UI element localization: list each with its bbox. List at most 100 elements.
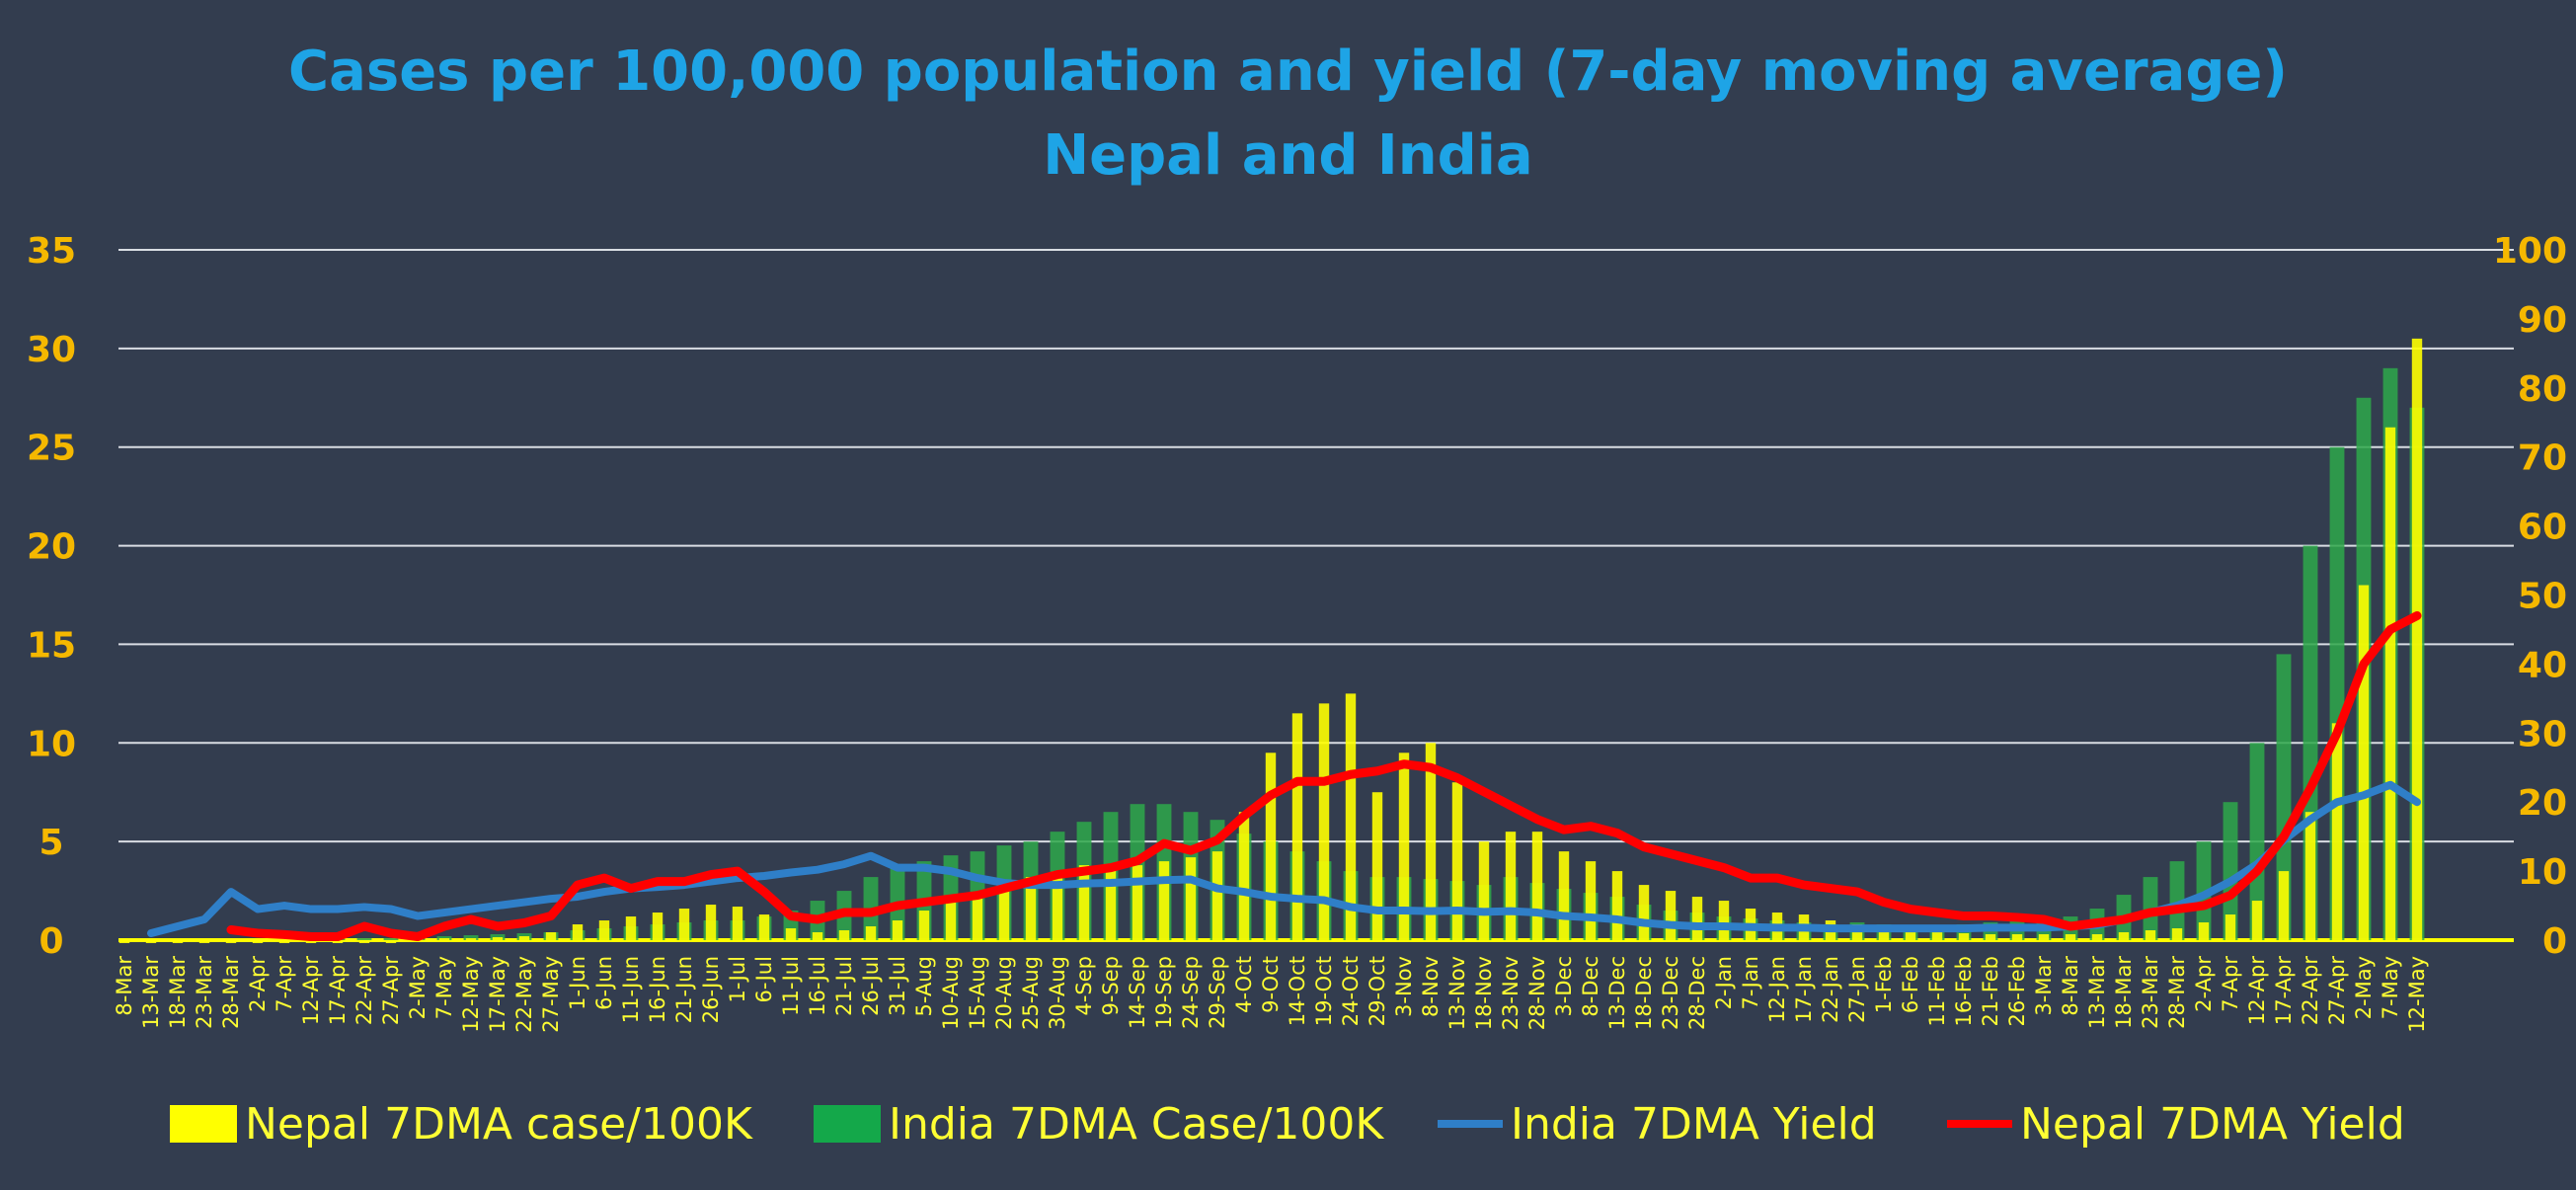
x-tick-label: 1-Jul bbox=[726, 956, 749, 1002]
x-tick-label: 1-Feb bbox=[1872, 956, 1896, 1013]
y-tick-right: 10 bbox=[2518, 852, 2567, 893]
bar-nepal-cases bbox=[2145, 930, 2156, 940]
bar-nepal-cases bbox=[1931, 932, 1943, 940]
x-tick-label: 22-Apr bbox=[2299, 956, 2322, 1026]
x-tick-label: 1-Jun bbox=[566, 956, 589, 1010]
y-tick-left: 20 bbox=[27, 527, 76, 568]
bar-nepal-cases bbox=[1611, 871, 1623, 940]
x-tick-label: 12-May bbox=[2405, 956, 2429, 1033]
x-tick-label: 22-Jan bbox=[1819, 956, 1842, 1023]
y-tick-right: 40 bbox=[2518, 645, 2567, 685]
x-tick-label: 21-Feb bbox=[1979, 956, 2002, 1026]
x-tick-label: 6-Feb bbox=[1899, 956, 1922, 1013]
y-tick-right: 100 bbox=[2493, 231, 2567, 272]
legend-item-nepal-yield: Nepal 7DMA Yield bbox=[1947, 1096, 2405, 1151]
x-tick-label: 5-Aug bbox=[912, 956, 936, 1016]
x-tick-label: 16-Feb bbox=[1952, 956, 1976, 1026]
bar-india-cases bbox=[356, 938, 372, 940]
x-tick-label: 2-May bbox=[2352, 956, 2376, 1019]
y-tick-right: 0 bbox=[2542, 921, 2567, 962]
chart-title: Cases per 100,000 population and yield (… bbox=[287, 40, 2289, 104]
x-tick-label: 17-Apr bbox=[2272, 956, 2296, 1026]
x-tick-label: 7-May bbox=[432, 956, 456, 1019]
x-tick-label: 4-Sep bbox=[1072, 956, 1096, 1016]
x-tick-label: 7-Apr bbox=[2219, 956, 2242, 1012]
x-tick-label: 21-Jul bbox=[832, 956, 856, 1016]
bar-nepal-cases bbox=[2411, 338, 2423, 940]
bar-nepal-cases bbox=[678, 909, 690, 940]
bar-nepal-cases bbox=[1078, 865, 1090, 940]
bar-nepal-cases bbox=[2384, 427, 2396, 940]
x-tick-label: 4-Oct bbox=[1232, 956, 1256, 1013]
bar-nepal-cases bbox=[1531, 832, 1543, 940]
x-tick-label: 27-Apr bbox=[379, 956, 403, 1026]
bar-nepal-cases bbox=[1345, 693, 1357, 940]
bar-nepal-cases bbox=[2358, 585, 2370, 940]
bar-nepal-cases bbox=[598, 920, 610, 940]
legend-swatch-nepal-cases bbox=[170, 1105, 237, 1143]
bar-nepal-cases bbox=[1585, 861, 1597, 940]
x-tick-label: 7-May bbox=[2379, 956, 2402, 1019]
bar-nepal-cases bbox=[2278, 871, 2290, 940]
bar-nepal-cases bbox=[332, 940, 344, 943]
bar-nepal-cases bbox=[1318, 703, 1330, 940]
x-tick-label: 24-Sep bbox=[1179, 956, 1203, 1029]
x-tick-label: 18-Dec bbox=[1632, 956, 1656, 1030]
x-tick-label: 12-Apr bbox=[2245, 956, 2269, 1026]
india-yield-line bbox=[147, 780, 2421, 938]
y-tick-left: 30 bbox=[27, 330, 76, 370]
bar-nepal-cases bbox=[2038, 934, 2050, 940]
bar-nepal-cases bbox=[625, 916, 637, 940]
x-tick-label: 29-Sep bbox=[1206, 956, 1229, 1029]
bar-nepal-cases bbox=[1185, 857, 1197, 940]
bar-nepal-cases bbox=[1158, 861, 1170, 940]
x-tick-label: 18-Mar bbox=[166, 956, 190, 1029]
bar-nepal-cases bbox=[2251, 901, 2263, 940]
bar-nepal-cases bbox=[1371, 792, 1383, 940]
bar-nepal-cases bbox=[385, 940, 397, 943]
x-tick-label: 26-Jun bbox=[699, 956, 723, 1023]
y-tick-right: 30 bbox=[2518, 714, 2567, 754]
x-tick-label: 12-Apr bbox=[299, 956, 323, 1026]
bar-nepal-cases bbox=[145, 940, 157, 943]
bar-nepal-cases bbox=[945, 901, 957, 940]
x-tick-label: 23-Dec bbox=[1659, 956, 1682, 1030]
x-tick-label: 17-Apr bbox=[326, 956, 350, 1026]
bar-nepal-cases bbox=[865, 926, 877, 940]
bar-india-cases bbox=[2249, 743, 2265, 940]
x-tick-label: 13-Dec bbox=[1605, 956, 1629, 1030]
bar-india-cases bbox=[2276, 654, 2292, 940]
x-tick-label: 30-Aug bbox=[1046, 956, 1069, 1030]
x-tick-label: 23-Mar bbox=[2139, 956, 2162, 1029]
x-tick-label: 3-Mar bbox=[2032, 956, 2056, 1016]
bar-nepal-cases bbox=[812, 932, 823, 940]
x-tick-label: 22-May bbox=[512, 956, 536, 1033]
bar-nepal-cases bbox=[758, 914, 770, 940]
x-tick-label: 8-Dec bbox=[1579, 956, 1602, 1017]
bar-nepal-cases bbox=[1425, 743, 1437, 940]
x-tick-label: 27-Jan bbox=[1845, 956, 1869, 1023]
x-tick-label: 28-Dec bbox=[1685, 956, 1709, 1030]
bar-nepal-cases bbox=[1665, 891, 1677, 940]
y-tick-right: 50 bbox=[2518, 577, 2567, 617]
x-tick-label: 16-Jul bbox=[806, 956, 829, 1016]
bar-nepal-cases bbox=[225, 940, 237, 943]
bar-nepal-cases bbox=[305, 940, 317, 943]
bar-nepal-cases bbox=[1265, 753, 1277, 940]
x-tick-label: 26-Jul bbox=[859, 956, 883, 1016]
x-tick-label: 9-Sep bbox=[1099, 956, 1123, 1016]
y-tick-right: 80 bbox=[2518, 369, 2567, 410]
bar-nepal-cases bbox=[892, 920, 903, 940]
bar-nepal-cases bbox=[785, 928, 797, 940]
x-tick-label: 14-Oct bbox=[1286, 956, 1309, 1026]
bar-nepal-cases bbox=[2065, 934, 2076, 940]
bar-nepal-cases bbox=[172, 940, 184, 943]
bar-nepal-cases bbox=[1238, 812, 1250, 940]
x-tick-label: 7-Apr bbox=[273, 956, 296, 1012]
legend-label: India 7DMA Case/100K bbox=[889, 1098, 1384, 1150]
x-tick-label: 19-Sep bbox=[1152, 956, 1176, 1029]
bar-nepal-cases bbox=[732, 907, 743, 940]
x-tick-label: 27-May bbox=[539, 956, 563, 1033]
bar-nepal-cases bbox=[1558, 851, 1570, 940]
